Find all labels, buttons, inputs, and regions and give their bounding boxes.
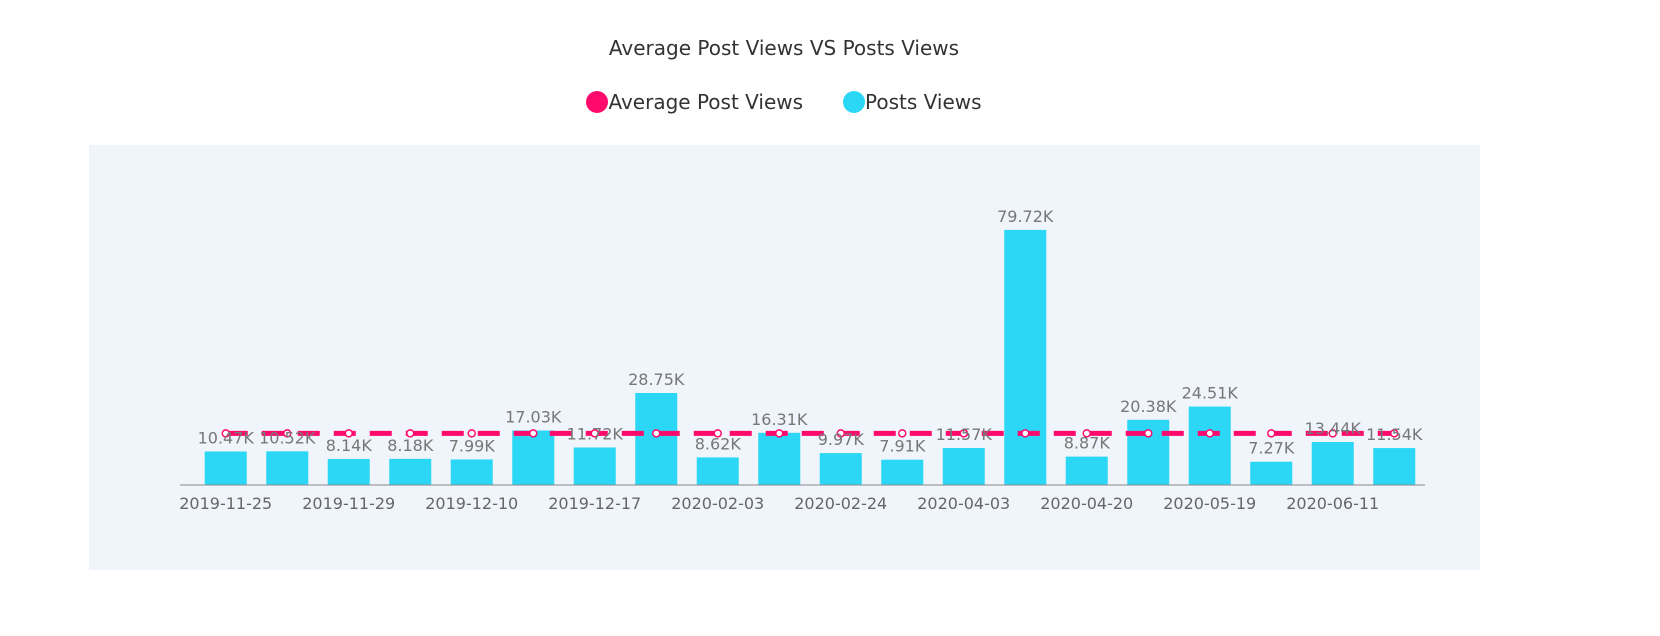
x-tick-label: 2020-04-03 xyxy=(917,494,1010,513)
data-label: 7.27K xyxy=(1248,439,1295,458)
bar[interactable] xyxy=(1250,461,1293,485)
bar[interactable] xyxy=(942,447,985,485)
legend-item-posts[interactable]: Posts Views xyxy=(843,90,982,114)
data-label: 9.97K xyxy=(818,430,865,449)
average-point xyxy=(467,429,476,438)
data-label: 11.57K xyxy=(936,425,993,444)
legend: Average Post Views Posts Views xyxy=(0,90,1568,114)
bar[interactable] xyxy=(1004,229,1047,485)
x-tick-label: 2020-04-20 xyxy=(1040,494,1133,513)
bar[interactable] xyxy=(512,430,555,485)
legend-dot-icon xyxy=(843,91,866,113)
data-label: 7.91K xyxy=(879,437,926,456)
data-label: 11.72K xyxy=(567,424,624,443)
bar[interactable] xyxy=(696,457,739,485)
bar[interactable] xyxy=(758,432,801,485)
average-point xyxy=(713,429,722,438)
bar[interactable] xyxy=(327,458,370,485)
bar[interactable] xyxy=(450,459,493,485)
data-label: 16.31K xyxy=(751,410,808,429)
bar[interactable] xyxy=(1188,406,1231,485)
x-tick-label: 2019-12-10 xyxy=(425,494,518,513)
bar[interactable] xyxy=(389,458,432,485)
average-point xyxy=(221,429,230,438)
average-point xyxy=(775,429,784,438)
data-label: 13.44K xyxy=(1305,419,1362,438)
chart-title: Average Post Views VS Posts Views xyxy=(608,36,960,60)
bar[interactable] xyxy=(635,393,678,485)
data-label: 8.18K xyxy=(387,436,434,455)
average-point xyxy=(590,429,599,438)
data-label: 28.75K xyxy=(628,370,685,389)
average-point xyxy=(283,429,292,438)
plot-area xyxy=(89,145,1480,570)
data-label: 24.51K xyxy=(1182,384,1239,403)
bar[interactable] xyxy=(266,451,309,485)
average-point xyxy=(959,429,968,438)
x-tick-label: 2019-12-17 xyxy=(548,494,641,513)
data-label: 10.52K xyxy=(259,428,316,447)
average-point xyxy=(1082,429,1091,438)
average-point xyxy=(1390,429,1399,438)
x-tick-label: 2019-11-29 xyxy=(302,494,395,513)
average-point xyxy=(529,429,538,438)
x-tick-label: 2020-06-11 xyxy=(1286,494,1379,513)
average-point xyxy=(898,429,907,438)
average-point xyxy=(836,429,845,438)
legend-label: Posts Views xyxy=(865,90,982,114)
data-label: 8.62K xyxy=(695,434,742,453)
average-point xyxy=(406,429,415,438)
data-label: 10.47K xyxy=(198,428,255,447)
bar[interactable] xyxy=(881,459,924,485)
bar[interactable] xyxy=(204,451,247,485)
average-point xyxy=(1144,429,1153,438)
bar[interactable] xyxy=(1311,441,1354,485)
average-point xyxy=(652,429,661,438)
x-tick-label: 2019-11-25 xyxy=(179,494,272,513)
average-point xyxy=(1328,429,1337,438)
average-point xyxy=(1267,429,1276,438)
x-tick-label: 2020-05-19 xyxy=(1163,494,1256,513)
data-label: 79.72K xyxy=(997,207,1054,226)
bar[interactable] xyxy=(573,447,616,485)
bar[interactable] xyxy=(1373,448,1416,485)
average-point xyxy=(344,429,353,438)
data-label: 8.14K xyxy=(326,436,373,455)
bar[interactable] xyxy=(819,453,862,485)
legend-item-average[interactable]: Average Post Views xyxy=(586,90,803,114)
average-point xyxy=(1021,429,1030,438)
data-label: 17.03K xyxy=(505,408,562,427)
legend-dot-icon xyxy=(586,91,609,113)
bar[interactable] xyxy=(1065,456,1108,485)
x-tick-label: 2020-02-24 xyxy=(794,494,887,513)
data-label: 20.38K xyxy=(1120,397,1177,416)
data-label: 8.87K xyxy=(1064,434,1111,453)
data-label: 11.54K xyxy=(1366,425,1423,444)
x-tick-label: 2020-02-03 xyxy=(671,494,764,513)
legend-label: Average Post Views xyxy=(608,90,804,114)
average-point xyxy=(1205,429,1214,438)
data-label: 7.99K xyxy=(449,436,496,455)
